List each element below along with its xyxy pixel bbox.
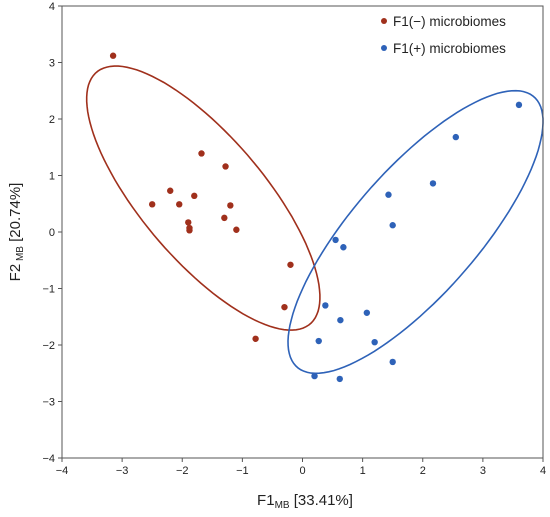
data-point-f1-minus bbox=[109, 52, 117, 59]
data-point-f1-minus bbox=[221, 214, 228, 222]
data-point-f1-plus bbox=[332, 236, 339, 244]
x-tick-label: −1 bbox=[236, 465, 249, 477]
legend-label-f1-plus: F1(+) microbiomes bbox=[393, 41, 506, 56]
x-tick-label: −2 bbox=[176, 465, 189, 477]
data-point-f1-minus bbox=[252, 335, 259, 342]
data-point-f1-plus bbox=[315, 337, 322, 345]
data-point-f1-minus bbox=[222, 163, 229, 170]
y-tick-label: −3 bbox=[42, 397, 55, 409]
axes: −4 −3 −2 −1 0 1 2 3 4 −4 −3 −2 −1 0 1 2 3 4 bbox=[42, 1, 546, 477]
legend-label-f1-minus: F1(−) microbiomes bbox=[393, 14, 506, 29]
data-point-f1-plus bbox=[385, 191, 392, 198]
y-tick-label: 4 bbox=[49, 1, 55, 13]
plot-frame bbox=[61, 5, 544, 459]
y-tick-label: 3 bbox=[49, 58, 55, 70]
data-point-f1-minus bbox=[167, 187, 174, 194]
data-point-f1-plus bbox=[337, 316, 344, 324]
data-point-f1-minus bbox=[186, 227, 193, 234]
data-point-f1-plus bbox=[311, 372, 318, 380]
data-point-f1-minus bbox=[227, 202, 234, 209]
x-tick-label: 3 bbox=[480, 465, 486, 477]
data-point-f1-plus bbox=[322, 302, 329, 309]
legend-marker-f1-minus bbox=[381, 18, 387, 24]
data-point-f1-plus bbox=[452, 133, 460, 141]
data-point-f1-minus bbox=[198, 150, 205, 157]
data-point-f1-minus bbox=[233, 226, 240, 233]
data-point-f1-minus bbox=[148, 201, 156, 208]
y-tick-label: −2 bbox=[42, 340, 55, 352]
x-axis-title-rest: [33.41%] bbox=[290, 492, 353, 509]
x-tick-label: 0 bbox=[299, 465, 305, 477]
data-point-f1-plus bbox=[389, 222, 396, 229]
y-tick-label: −1 bbox=[42, 284, 55, 296]
y-axis-title-main: F2 bbox=[7, 264, 24, 282]
data-point-f1-plus bbox=[363, 309, 371, 316]
y-axis-title: F2 MB [20.74%] bbox=[7, 183, 26, 282]
x-axis-title: F1MB [33.41%] bbox=[257, 492, 353, 511]
y-axis-title-rest: [20.74%] bbox=[7, 183, 24, 246]
confidence-ellipse-f1-plus bbox=[287, 89, 544, 375]
x-tick-label: −3 bbox=[116, 465, 129, 477]
plot-area bbox=[85, 65, 544, 375]
x-tick-label: −4 bbox=[56, 465, 69, 477]
data-point-f1-minus bbox=[185, 219, 192, 226]
data-point-f1-minus bbox=[287, 261, 294, 268]
y-tick-label: −4 bbox=[42, 453, 55, 465]
x-axis-title-main: F1 bbox=[257, 492, 275, 509]
legend-marker-f1-plus bbox=[381, 45, 387, 51]
x-tick-label: 2 bbox=[420, 465, 426, 477]
y-tick-label: 2 bbox=[49, 114, 55, 126]
data-point-f1-plus bbox=[340, 244, 347, 251]
data-point-f1-minus bbox=[176, 201, 183, 208]
data-point-f1-plus bbox=[336, 375, 343, 383]
x-tick-label: 4 bbox=[540, 465, 546, 477]
y-tick-label: 0 bbox=[49, 227, 55, 239]
x-tick-label: 1 bbox=[360, 465, 366, 477]
data-point-f1-plus bbox=[429, 180, 437, 187]
data-points bbox=[109, 52, 523, 383]
x-axis-title-subscript: MB bbox=[275, 500, 290, 511]
y-tick-label: 1 bbox=[49, 171, 55, 183]
data-point-f1-plus bbox=[389, 358, 396, 366]
data-point-f1-plus bbox=[515, 101, 523, 109]
data-point-f1-minus bbox=[191, 192, 198, 200]
data-point-f1-plus bbox=[371, 338, 378, 346]
data-point-f1-minus bbox=[281, 303, 288, 311]
confidence-ellipse-f1-minus bbox=[85, 65, 321, 331]
legend: F1(−) microbiomes F1(+) microbiomes bbox=[381, 14, 506, 56]
y-axis-title-subscript: MB bbox=[15, 246, 26, 264]
